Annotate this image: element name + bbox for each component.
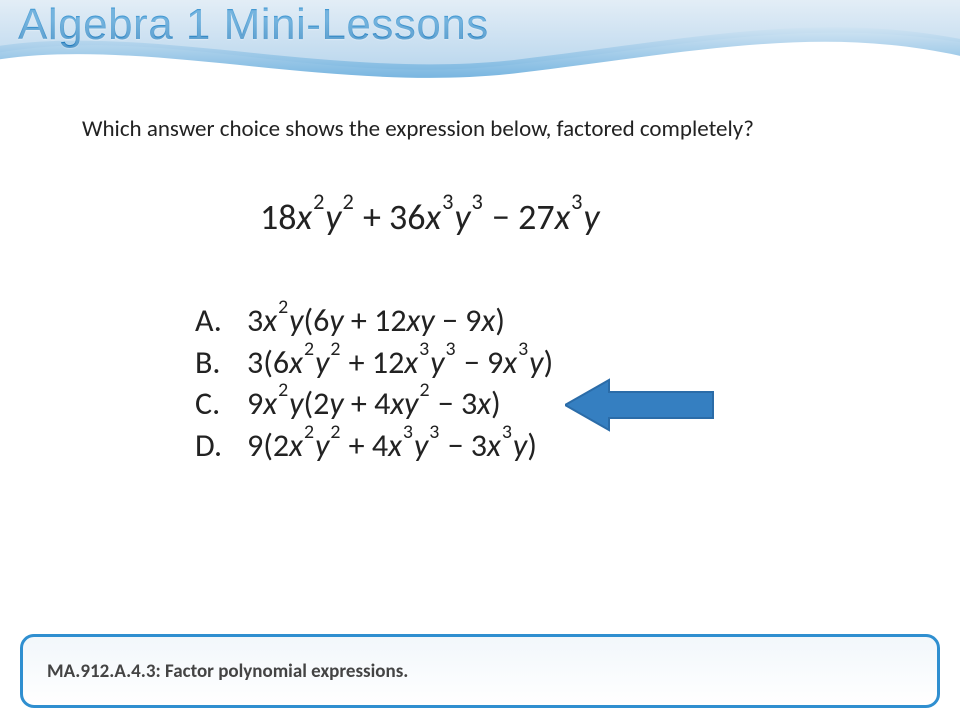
- choice-b: B. 3(6x2y2 + 12x3y3 − 9x3y): [195, 342, 553, 384]
- choice-expression: 3x2y(6y + 12xy − 9x): [247, 300, 505, 342]
- page-title: Algebra 1 Mini-Lessons: [18, 0, 489, 50]
- choice-expression: 9x2y(2y + 4xy2 − 3x): [247, 383, 501, 425]
- choice-expression: 3(6x2y2 + 12x3y3 − 9x3y): [247, 342, 553, 384]
- choice-letter: C.: [195, 383, 247, 425]
- choice-letter: A.: [195, 300, 247, 342]
- correct-answer-arrow-icon: [565, 378, 715, 432]
- choice-c: C. 9x2y(2y + 4xy2 − 3x): [195, 383, 553, 425]
- answer-choices: A. 3x2y(6y + 12xy − 9x) B. 3(6x2y2 + 12x…: [195, 300, 553, 466]
- question-text: Which answer choice shows the expression…: [82, 115, 754, 143]
- standard-footer: MA.912.A.4.3: Factor polynomial expressi…: [20, 634, 940, 708]
- choice-a: A. 3x2y(6y + 12xy − 9x): [195, 300, 553, 342]
- math-expression: 18x2y2 + 36x3y3 − 27x3y: [260, 195, 600, 239]
- choice-letter: D.: [195, 425, 247, 467]
- choice-expression: 9(2x2y2 + 4x3y3 − 3x3y): [247, 425, 537, 467]
- choice-d: D. 9(2x2y2 + 4x3y3 − 3x3y): [195, 425, 553, 467]
- choice-letter: B.: [195, 342, 247, 384]
- standard-code: MA.912.A.4.3: Factor polynomial expressi…: [47, 660, 408, 683]
